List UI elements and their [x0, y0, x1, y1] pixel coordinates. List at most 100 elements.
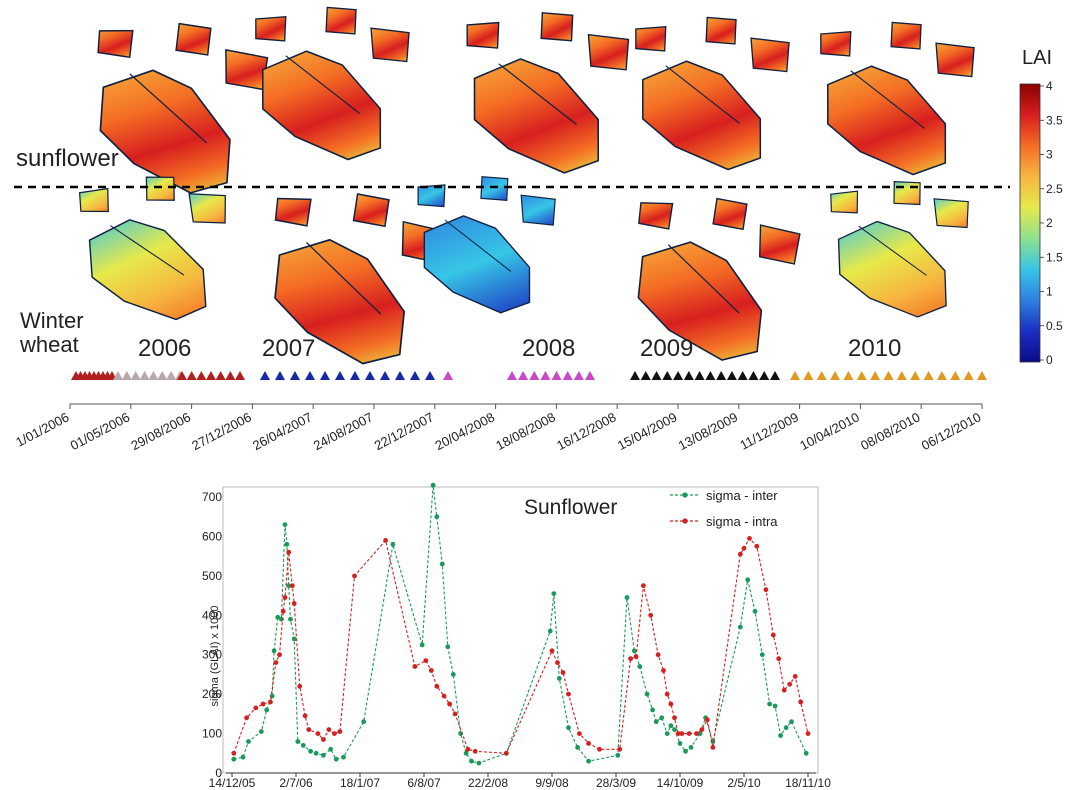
data-point-sigma-intra [282, 595, 288, 600]
data-point-sigma-inter [434, 514, 440, 520]
y-tick-label: 700 [202, 490, 222, 504]
data-point-sigma-intra [549, 648, 555, 654]
crop-label-sunflower: sunflower [16, 145, 119, 172]
data-point-sigma-intra [321, 737, 326, 742]
data-point-sigma-inter [275, 614, 281, 620]
acquisition-date-marker [540, 371, 551, 380]
data-point-sigma-intra [297, 683, 303, 689]
timeline-date-label: 16/12/2008 [554, 409, 619, 453]
x-tick-label: 28/3/09 [596, 776, 636, 790]
data-point-sigma-intra [668, 701, 674, 707]
x-tick-label: 9/9/08 [535, 776, 569, 790]
data-point-sigma-inter [586, 758, 591, 764]
acquisition-date-marker [380, 371, 390, 380]
data-point-sigma-intra [555, 660, 560, 665]
data-point-sigma-intra [560, 670, 566, 675]
data-point-sigma-intra [792, 674, 798, 679]
acquisition-date-marker [573, 371, 584, 380]
field-parcel-map [635, 16, 790, 171]
series-line-sigma-inter [233, 485, 807, 764]
data-point-sigma-intra [781, 687, 787, 693]
acquisition-date-marker [225, 371, 236, 380]
data-point-sigma-intra [617, 746, 623, 752]
acquisition-date-marker [196, 371, 207, 380]
data-point-sigma-intra [776, 656, 782, 662]
colorbar-gradient [1019, 83, 1041, 363]
acquisition-date-marker [705, 371, 716, 380]
data-point-sigma-inter [308, 748, 313, 754]
x-tick-label: 2/5/10 [727, 776, 761, 790]
timeline-date-label: 20/04/2008 [433, 409, 498, 453]
data-point-sigma-intra [412, 664, 418, 669]
acquisition-date-marker [148, 371, 159, 380]
timeline-date-label: 22/12/2007 [372, 409, 437, 453]
data-point-sigma-inter [551, 591, 557, 596]
acquisition-date-marker [410, 371, 420, 380]
data-point-sigma-inter [677, 741, 683, 746]
x-tick-label: 14/10/09 [657, 776, 704, 790]
data-point-sigma-intra [686, 731, 692, 736]
field-parcel-map [637, 197, 801, 361]
data-point-sigma-intra [434, 683, 440, 689]
acquisition-date-marker [748, 371, 759, 380]
data-point-sigma-intra [280, 608, 286, 614]
data-point-sigma-intra [694, 731, 699, 736]
data-point-sigma-inter [547, 628, 553, 634]
data-point-sigma-inter [783, 725, 789, 731]
acquisition-date-marker [562, 371, 573, 380]
timeline-date-label: 26/04/2007 [250, 409, 315, 453]
acquisition-date-marker [759, 371, 770, 380]
data-point-sigma-inter [390, 541, 396, 547]
crop-label-winter-wheat-line2: wheat [19, 332, 79, 357]
data-point-sigma-intra [628, 656, 633, 662]
data-point-sigma-inter [752, 608, 758, 614]
data-point-sigma-intra [277, 652, 282, 658]
data-point-sigma-inter [288, 616, 293, 622]
legend-label-intra: sigma - intra [706, 514, 778, 529]
data-point-sigma-inter [644, 691, 650, 697]
acquisition-date-marker [139, 371, 150, 380]
data-point-sigma-inter [772, 703, 778, 709]
year-label-2006: 2006 [138, 335, 191, 362]
sunflower-sigma-chart: Sunflower sigma (GLAI) x 1000 0 100 200 300… [202, 482, 831, 790]
field-parcel-map [97, 22, 269, 194]
data-point-sigma-inter [688, 745, 694, 750]
timeline-date-label: 27/12/2006 [189, 409, 254, 453]
year-label-2009: 2009 [640, 335, 693, 362]
data-point-sigma-intra [661, 668, 666, 673]
x-tick-label: 2/7/06 [279, 776, 313, 790]
data-point-sigma-intra [655, 652, 661, 658]
chart-legend: sigma - inter sigma - intra [670, 488, 778, 529]
data-point-sigma-inter [313, 750, 319, 756]
acquisition-date-marker [335, 371, 345, 380]
data-point-sigma-intra [306, 727, 312, 732]
data-point-sigma-intra [326, 727, 332, 732]
data-point-sigma-inter [333, 756, 339, 762]
acquisition-date-marker [443, 371, 453, 380]
series-line-sigma-intra [233, 537, 809, 754]
data-point-sigma-intra [289, 583, 295, 589]
acquisition-date-marker [235, 371, 245, 380]
acquisition-date-marker [177, 371, 187, 380]
acquisition-date-marker [320, 371, 330, 380]
acquisition-date-marker [275, 371, 285, 380]
data-point-sigma-intra [260, 701, 266, 707]
data-point-sigma-inter [683, 748, 688, 754]
acquisition-date-marker [290, 371, 300, 380]
data-point-sigma-intra [315, 731, 321, 736]
acquisition-date-marker [816, 371, 827, 380]
field-parcel-map [820, 21, 975, 176]
acquisition-date-marker [856, 371, 867, 380]
acquisition-date-marker [507, 371, 517, 380]
timeline-date-label: 08/08/2010 [858, 409, 923, 453]
data-point-sigma-intra [231, 750, 237, 756]
data-point-sigma-inter [284, 541, 290, 547]
data-point-sigma-intra [291, 601, 297, 606]
acquisition-date-marker [963, 371, 974, 380]
colorbar-tick-label: 2.5 [1046, 182, 1063, 196]
data-point-sigma-inter [463, 750, 469, 756]
data-point-sigma-inter [361, 719, 367, 725]
data-point-sigma-inter [450, 672, 456, 677]
legend-label-inter: sigma - inter [706, 488, 778, 503]
acquisition-date-marker [737, 371, 748, 380]
